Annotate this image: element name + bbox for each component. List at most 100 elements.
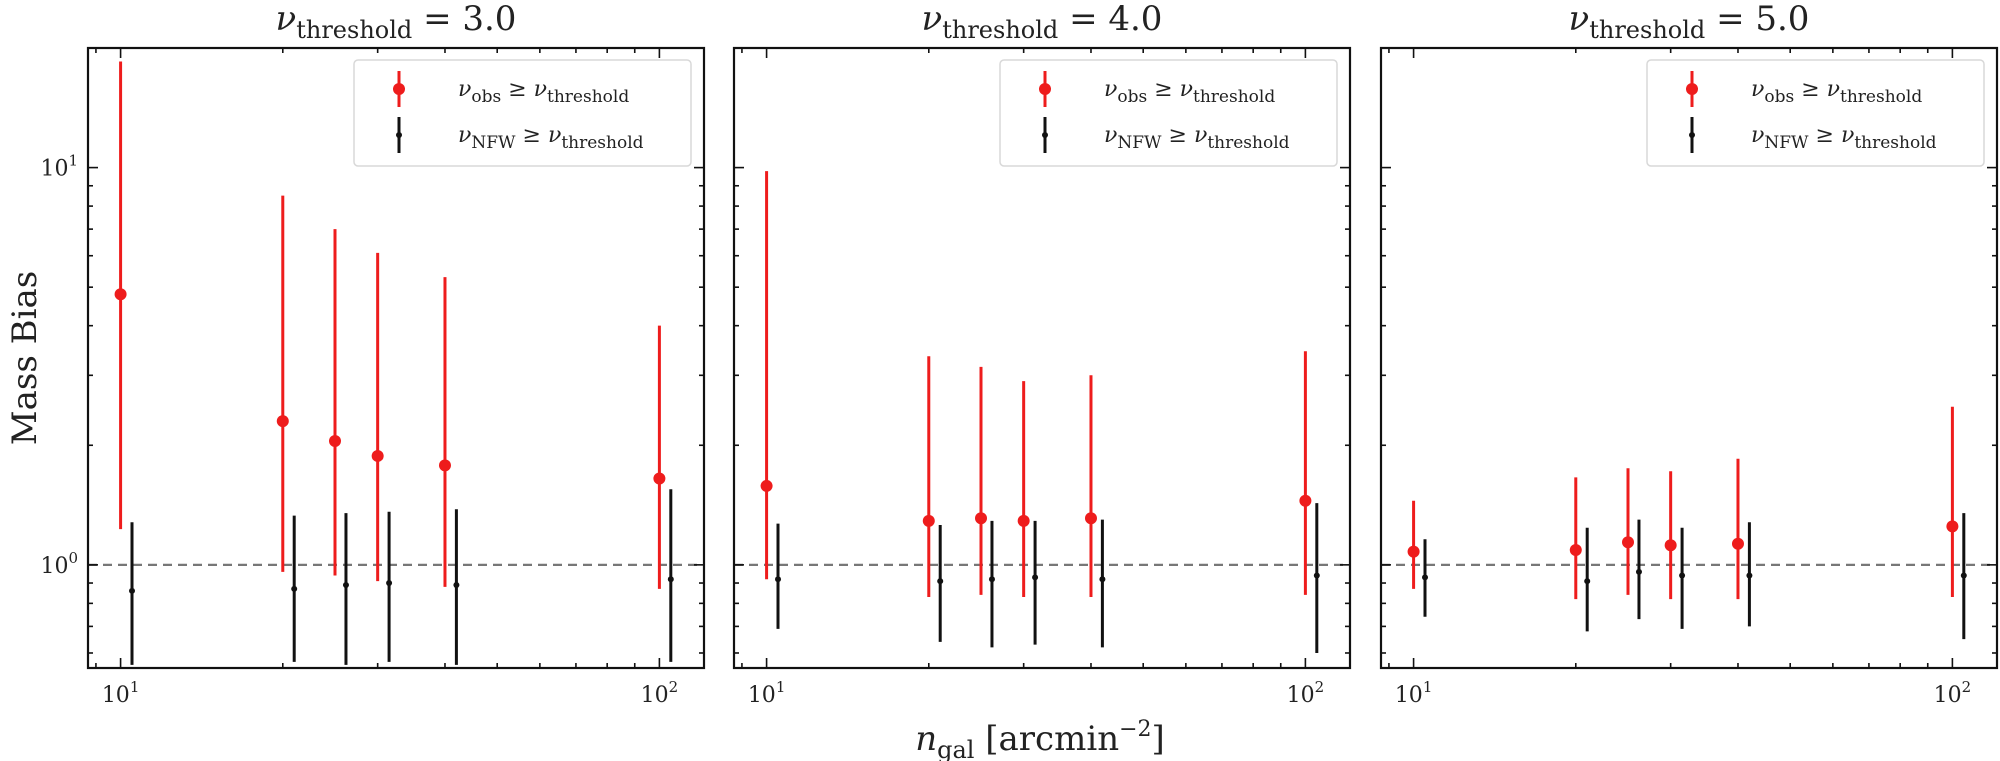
x-axis-label-part: gal (937, 736, 974, 761)
legend-label-part: obs (1764, 87, 1794, 107)
obs-point (1946, 520, 1959, 533)
legend-label-part: ν (1104, 123, 1117, 148)
nfw-point (386, 580, 393, 587)
x-tick-label: 102 (1934, 678, 1972, 708)
plot-frame (732, 46, 1352, 670)
legend-marker-dot (1039, 83, 1051, 95)
obs-point (1622, 536, 1635, 549)
legend-label-part: ν (1194, 123, 1207, 148)
legend-label-part: ν (1180, 77, 1193, 102)
x-tick-label-part: 10 (641, 683, 669, 708)
legend-label-part: ν (1841, 123, 1854, 148)
x-tick-label-part: 2 (1962, 678, 1972, 696)
legend-label: νNFW ≥ νthreshold (1751, 123, 1937, 153)
legend-label-part: ≥ (1794, 77, 1826, 102)
panel-title-2: νthreshold = 4.0 (922, 0, 1163, 44)
x-tick-label-part: 10 (748, 683, 776, 708)
legend-label-part: ν (534, 77, 547, 102)
y-tick-label-part: 10 (40, 554, 68, 579)
legend-marker-dot (1689, 132, 1695, 138)
x-tick-label-part: 1 (1423, 678, 1433, 696)
nfw-point (291, 585, 298, 592)
nfw-point (988, 576, 995, 583)
legend-label-part: threshold (547, 87, 629, 107)
legend-label-part: ν (458, 77, 471, 102)
x-tick-label: 101 (1395, 678, 1433, 708)
y-tick-label: 100 (40, 549, 78, 579)
legend-marker-dot (1042, 132, 1048, 138)
legend-label-part: ≥ (501, 77, 533, 102)
legend-label-part: threshold (1840, 87, 1922, 107)
x-tick-label: 102 (1287, 678, 1325, 708)
obs-point (1731, 537, 1744, 550)
y-tick-label-part: 0 (68, 549, 78, 567)
nfw-point (937, 578, 944, 585)
y-tick-label: 101 (40, 152, 78, 182)
nfw-point (1099, 576, 1106, 583)
y-axis-label: Mass Bias (5, 271, 45, 445)
legend-label-part: obs (471, 87, 501, 107)
legend-label: νobs ≥ νthreshold (1104, 77, 1275, 107)
panel-title-1-part: ν (276, 0, 297, 39)
panel-title-3-part: ν (1569, 0, 1590, 39)
legend-box (999, 59, 1338, 167)
obs-point (276, 415, 289, 428)
legend-label: νNFW ≥ νthreshold (1104, 123, 1290, 153)
obs-point (114, 288, 127, 301)
obs-point (760, 479, 773, 492)
legend-label-part: ν (1751, 77, 1764, 102)
legend-label-part: ν (1827, 77, 1840, 102)
obs-point (1084, 512, 1097, 525)
nfw-point (129, 587, 136, 594)
nfw-point (1746, 572, 1753, 579)
legend-label-part: threshold (1854, 133, 1936, 153)
x-tick-label: 102 (641, 678, 679, 708)
legend-box (353, 59, 692, 167)
x-tick-label: 101 (102, 678, 140, 708)
legend-label: νobs ≥ νthreshold (1751, 77, 1922, 107)
x-tick-label-part: 10 (102, 683, 130, 708)
nfw-point (1584, 578, 1591, 585)
legend-label: νNFW ≥ νthreshold (458, 123, 644, 153)
x-axis-label-part: ] (1152, 719, 1165, 759)
nfw-point (1960, 572, 1967, 579)
plot-frame (86, 46, 706, 670)
obs-point (975, 512, 988, 525)
nfw-point (1032, 574, 1039, 581)
legend-label-part: ≥ (516, 123, 548, 148)
legend-label-part: threshold (1193, 87, 1275, 107)
x-tick-label: 101 (748, 678, 786, 708)
x-tick-label-part: 10 (1395, 683, 1423, 708)
legend-label-part: threshold (1207, 133, 1289, 153)
legend-marker-dot (1686, 83, 1698, 95)
legend-label-part: ≥ (1147, 77, 1179, 102)
obs-point (922, 514, 935, 527)
legend-label-part: ν (458, 123, 471, 148)
legend-label-part: ≥ (1809, 123, 1841, 148)
obs-point (1407, 545, 1420, 558)
panel-title-3-part: = 5.0 (1705, 0, 1809, 39)
obs-point (438, 459, 451, 472)
legend-label-part: NFW (471, 133, 516, 153)
legend-label-part: NFW (1764, 133, 1809, 153)
obs-point (329, 435, 342, 448)
panel-title-2-part: ν (922, 0, 943, 39)
nfw-point (1679, 572, 1686, 579)
x-tick-label-part: 10 (1287, 683, 1315, 708)
legend-label-part: ν (1751, 123, 1764, 148)
legend-label-part: ν (548, 123, 561, 148)
panel-title-3-part: threshold (1589, 16, 1705, 44)
y-tick-label-part: 10 (40, 157, 68, 182)
legend-marker-dot (393, 83, 405, 95)
x-tick-label-part: 2 (669, 678, 679, 696)
legend-label-part: ≥ (1162, 123, 1194, 148)
obs-point (1664, 539, 1677, 552)
nfw-point (1422, 574, 1429, 581)
panel-title-2-part: threshold (942, 16, 1058, 44)
obs-point (371, 449, 384, 462)
nfw-point (342, 581, 349, 588)
legend-label-part: NFW (1117, 133, 1162, 153)
obs-point (653, 472, 666, 485)
